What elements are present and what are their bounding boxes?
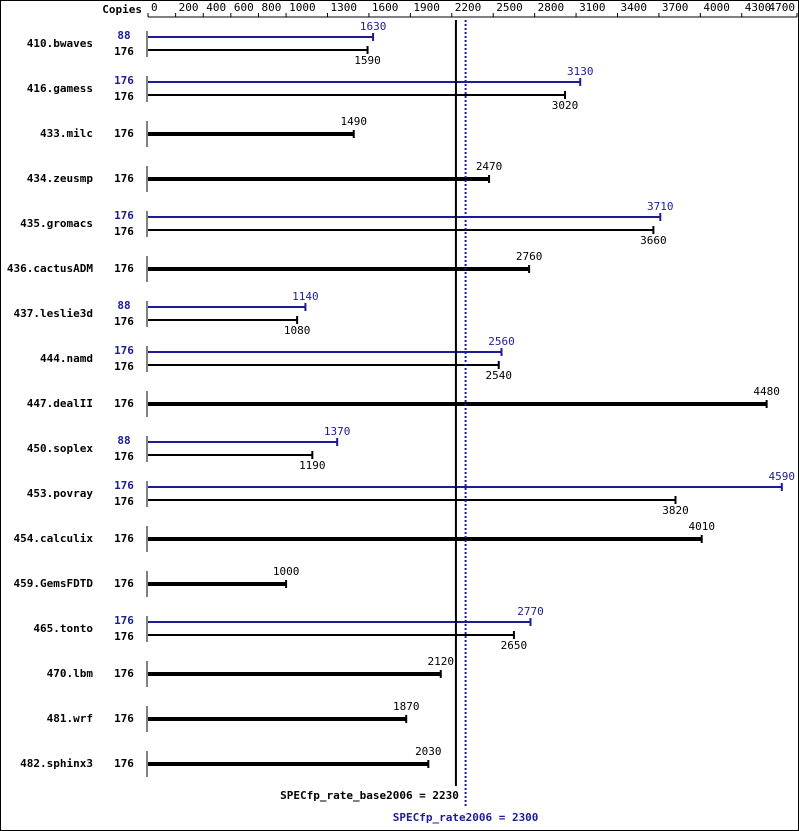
base-label: 2650	[501, 639, 528, 652]
benchmark-name: 470.lbm	[47, 667, 94, 680]
peak-label: 3130	[567, 65, 594, 78]
peak-copies: 176	[114, 614, 134, 627]
base-copies: 176	[114, 127, 134, 140]
base-copies: 176	[114, 360, 134, 373]
x-tick-label: 4300	[745, 1, 772, 14]
base-label: 4010	[688, 520, 715, 533]
base-copies: 176	[114, 667, 134, 680]
peak-label: 1370	[324, 425, 351, 438]
x-tick-label: 1000	[289, 1, 316, 14]
base-copies: 176	[114, 315, 134, 328]
base-label: 3820	[662, 504, 689, 517]
x-tick-label: 600	[234, 1, 254, 14]
benchmark-name: 453.povray	[27, 487, 94, 500]
base-label: 4480	[753, 385, 780, 398]
peak-copies: 176	[114, 479, 134, 492]
benchmark-name: 482.sphinx3	[20, 757, 93, 770]
base-label: 1490	[340, 115, 367, 128]
base-label: 1590	[354, 54, 381, 67]
peak-ref-label: SPECfp_rate2006 = 2300	[393, 811, 539, 824]
base-label: 3660	[640, 234, 667, 247]
x-tick-label: 1900	[413, 1, 440, 14]
base-ref-label: SPECfp_rate_base2006 = 2230	[280, 789, 459, 802]
peak-label: 4590	[769, 470, 796, 483]
base-copies: 176	[114, 630, 134, 643]
benchmark-name: 435.gromacs	[20, 217, 93, 230]
benchmark-name: 416.gamess	[27, 82, 93, 95]
peak-label: 2770	[517, 605, 544, 618]
x-tick-label: 3100	[579, 1, 606, 14]
base-copies: 176	[114, 712, 134, 725]
peak-copies: 176	[114, 209, 134, 222]
base-label: 2760	[516, 250, 543, 263]
base-copies: 176	[114, 397, 134, 410]
base-copies: 176	[114, 225, 134, 238]
base-label: 2540	[485, 369, 512, 382]
x-tick-label: 3400	[620, 1, 647, 14]
x-tick-label: 400	[206, 1, 226, 14]
x-tick-label: 0	[151, 1, 158, 14]
x-tick-label: 1600	[372, 1, 399, 14]
benchmark-name: 437.leslie3d	[14, 307, 93, 320]
base-copies: 176	[114, 450, 134, 463]
base-copies: 176	[114, 495, 134, 508]
base-copies: 176	[114, 45, 134, 58]
x-tick-label: 4000	[703, 1, 730, 14]
copies-header: Copies	[102, 3, 142, 16]
x-tick-label: 2500	[496, 1, 523, 14]
x-tick-label: 800	[261, 1, 281, 14]
base-label: 1080	[284, 324, 311, 337]
benchmark-name: 447.dealII	[27, 397, 93, 410]
peak-label: 1140	[292, 290, 319, 303]
benchmark-name: 459.GemsFDTD	[14, 577, 94, 590]
benchmark-name: 465.tonto	[33, 622, 93, 635]
x-tick-label: 3700	[662, 1, 689, 14]
base-label: 2470	[476, 160, 503, 173]
base-label: 1870	[393, 700, 420, 713]
base-copies: 176	[114, 172, 134, 185]
base-label: 2030	[415, 745, 442, 758]
base-copies: 176	[114, 262, 134, 275]
peak-label: 3710	[647, 200, 674, 213]
base-label: 3020	[552, 99, 579, 112]
benchmark-name: 434.zeusmp	[27, 172, 94, 185]
base-copies: 176	[114, 90, 134, 103]
benchmark-name: 450.soplex	[27, 442, 94, 455]
base-copies: 176	[114, 577, 134, 590]
benchmark-name: 433.milc	[40, 127, 93, 140]
peak-copies: 88	[117, 299, 130, 312]
base-label: 1190	[299, 459, 326, 472]
base-copies: 176	[114, 757, 134, 770]
x-tick-label: 4700	[769, 1, 796, 14]
x-tick-label: 2200	[455, 1, 482, 14]
peak-label: 2560	[488, 335, 515, 348]
peak-copies: 176	[114, 344, 134, 357]
peak-copies: 88	[117, 434, 130, 447]
x-tick-label: 2800	[538, 1, 565, 14]
peak-copies: 176	[114, 74, 134, 87]
benchmark-name: 481.wrf	[47, 712, 93, 725]
benchmark-name: 454.calculix	[14, 532, 94, 545]
peak-copies: 88	[117, 29, 130, 42]
peak-label: 1630	[360, 20, 387, 33]
base-label: 1000	[273, 565, 300, 578]
benchmark-name: 436.cactusADM	[7, 262, 93, 275]
base-label: 2120	[427, 655, 454, 668]
x-tick-label: 200	[179, 1, 199, 14]
benchmark-name: 444.namd	[40, 352, 93, 365]
x-tick-label: 1300	[331, 1, 358, 14]
base-copies: 176	[114, 532, 134, 545]
benchmark-name: 410.bwaves	[27, 37, 93, 50]
